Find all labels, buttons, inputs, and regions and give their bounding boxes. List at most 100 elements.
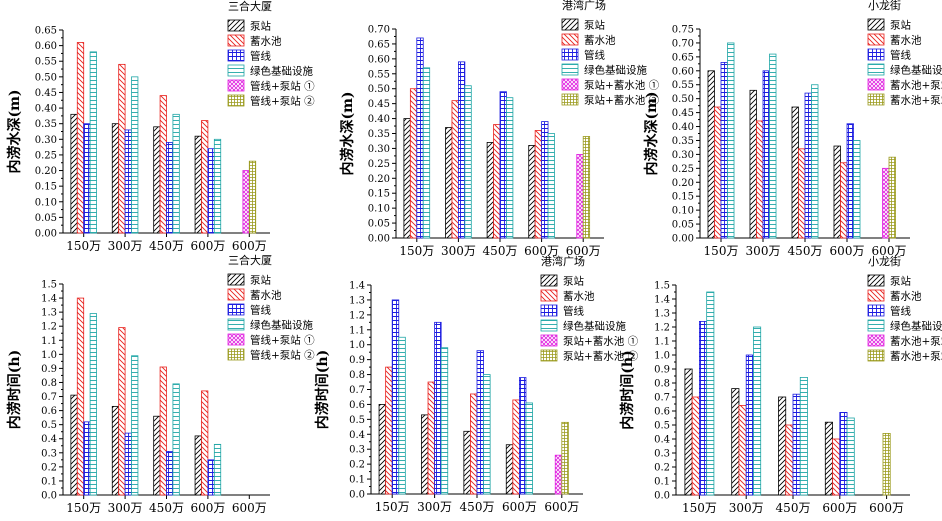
bar-pump xyxy=(154,127,160,233)
bar-pump xyxy=(195,136,201,233)
y-tick-label: 0.6 xyxy=(349,400,365,411)
bar-pump xyxy=(487,142,493,238)
y-tick-label: 0.1 xyxy=(349,475,365,486)
x-tick-label: 600万 xyxy=(190,501,225,515)
y-tick-label: 0.1 xyxy=(654,477,670,488)
bar-combo2 xyxy=(249,161,255,233)
y-tick-label: 0.70 xyxy=(368,25,390,36)
bar-pipe xyxy=(793,394,800,495)
legend-swatch-green xyxy=(562,64,578,75)
y-tick-label: 0.05 xyxy=(368,219,390,230)
y-axis-title: 内涝时间(h) xyxy=(619,350,636,429)
legend-label: 泵站 xyxy=(250,274,271,287)
bar-pipe xyxy=(847,124,854,238)
bar-tank xyxy=(535,131,541,238)
legend-label: 泵站 xyxy=(890,19,911,32)
legend-label: 蓄水池+泵站 ① xyxy=(890,335,942,348)
legend-label: 蓄水池 xyxy=(890,34,922,47)
y-tick-label: 0.65 xyxy=(35,26,57,37)
legend-swatch-combo1 xyxy=(541,335,557,346)
bar-pump xyxy=(792,107,799,238)
y-tick-label: 0.15 xyxy=(35,182,57,193)
legend-swatch-pump xyxy=(228,20,244,31)
bar-tank xyxy=(386,367,393,494)
y-tick-label: 0.2 xyxy=(349,460,365,471)
bar-pump xyxy=(529,145,535,238)
y-tick-label: 0.1 xyxy=(41,476,57,487)
x-tick-label: 450万 xyxy=(788,244,823,258)
legend-label: 蓄水池+泵站 ① xyxy=(890,79,942,92)
y-tick-label: 1.0 xyxy=(41,350,57,361)
legend-label: 绿色基础设施 xyxy=(563,320,626,333)
chart-depth-gangwan: 0.00 0.05 0.10 0.15 0.20 0.25 0.30 0.35 0.40 0.45… xyxy=(339,0,660,258)
bar-pump xyxy=(732,389,739,495)
legend-swatch-combo2 xyxy=(228,95,244,106)
legend-swatch-tank xyxy=(228,289,244,300)
y-tick-label: 0.00 xyxy=(672,234,694,245)
bar-pipe xyxy=(477,351,484,494)
y-tick-label: 0.35 xyxy=(35,119,57,130)
legend-swatch-green xyxy=(868,64,884,75)
x-tick-label: 450万 xyxy=(149,239,184,253)
bar-tank xyxy=(160,96,166,233)
y-tick-label: 0.3 xyxy=(654,449,670,460)
y-tick-label: 0.40 xyxy=(35,104,57,115)
bar-pipe xyxy=(435,322,442,494)
y-tick-label: 0.65 xyxy=(672,52,694,63)
bar-pump xyxy=(112,406,118,495)
chart-title: 小龙街 xyxy=(868,0,901,12)
legend-label: 绿色基础设施 xyxy=(890,64,942,77)
bar-pipe xyxy=(84,124,90,233)
x-tick-label: 450万 xyxy=(483,244,518,258)
bar-green xyxy=(506,98,512,238)
bar-pump xyxy=(506,445,513,494)
bar-tank xyxy=(756,121,763,238)
y-tick-label: 0.7 xyxy=(349,385,365,396)
y-tick-label: 1.3 xyxy=(41,308,57,319)
y-tick-label: 0.2 xyxy=(41,462,57,473)
y-tick-label: 0.8 xyxy=(41,378,57,389)
legend-label: 泵站 xyxy=(563,275,584,288)
legend-label: 泵站+蓄水池 ① xyxy=(584,79,660,92)
bar-combo1 xyxy=(577,154,583,238)
legend-label: 管线+泵站 ② xyxy=(250,349,315,362)
legend-swatch-tank xyxy=(868,290,884,301)
bar-pipe xyxy=(746,355,753,495)
y-tick-label: 1.0 xyxy=(654,351,670,362)
legend-swatch-green xyxy=(541,320,557,331)
y-tick-label: 0.65 xyxy=(368,39,390,50)
legend-swatch-pipe xyxy=(228,50,244,61)
legend-label: 蓄水池 xyxy=(563,290,595,303)
chart-depth-sanhe: 0.00 0.05 0.10 0.15 0.20 0.25 0.30 0.35 0.40 0.45… xyxy=(6,0,315,253)
y-tick-label: 0.5 xyxy=(654,421,670,432)
chart-depth-xiaolong: 0.00 0.05 0.10 0.15 0.20 0.25 0.30 0.35 0.40 0.45… xyxy=(643,0,942,258)
legend-label: 蓄水池+泵站 ② xyxy=(890,350,942,363)
bar-green xyxy=(214,444,220,495)
bar-green xyxy=(399,337,406,494)
y-tick-label: 0.30 xyxy=(368,144,390,155)
bar-pipe xyxy=(699,321,706,495)
x-tick-label: 600万 xyxy=(232,501,267,515)
bar-tank xyxy=(201,121,207,233)
legend-label: 管线 xyxy=(563,305,584,318)
bar-combo2 xyxy=(889,157,896,238)
legend-swatch-pump xyxy=(562,19,578,30)
y-tick-label: 0.45 xyxy=(672,108,694,119)
legend-label: 蓄水池+泵站 ② xyxy=(890,94,942,107)
y-tick-label: 0.0 xyxy=(654,491,670,502)
x-tick-label: 600万 xyxy=(830,244,865,258)
bar-pipe xyxy=(500,92,506,238)
bar-pipe xyxy=(167,142,173,233)
y-tick-label: 1.2 xyxy=(41,322,57,333)
y-tick-label: 0.0 xyxy=(349,490,365,501)
legend-swatch-green xyxy=(868,320,884,331)
bar-green xyxy=(770,54,777,238)
legend-swatch-pump xyxy=(868,275,884,286)
bar-pipe xyxy=(167,451,173,495)
legend-swatch-tank xyxy=(868,34,884,45)
bar-pump xyxy=(154,416,160,495)
legend-label: 泵站 xyxy=(584,19,605,32)
bar-tank xyxy=(714,107,721,238)
x-tick-label: 300万 xyxy=(108,501,143,515)
legend-label: 管线 xyxy=(584,49,605,62)
